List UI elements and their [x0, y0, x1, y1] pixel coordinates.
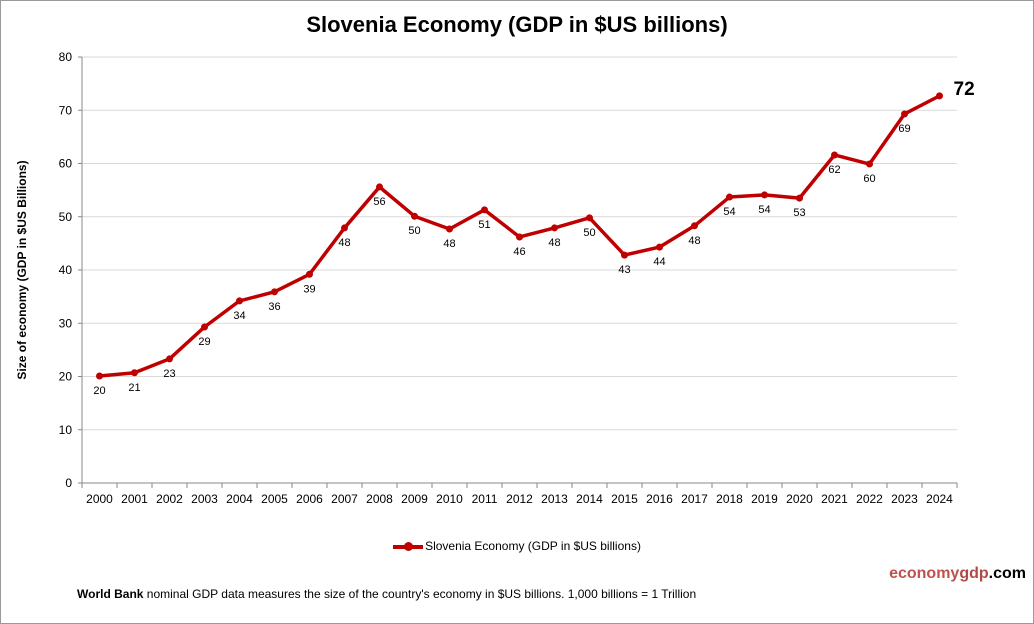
data-point — [96, 372, 103, 380]
y-tick-label: 30 — [59, 316, 73, 330]
chart-title: Slovenia Economy (GDP in $US billions) — [306, 12, 728, 37]
data-label: 53 — [793, 207, 805, 219]
x-tick-label: 2015 — [611, 492, 638, 506]
data-point — [551, 224, 558, 232]
data-label: 43 — [618, 264, 630, 276]
data-point — [236, 297, 243, 305]
data-point — [481, 206, 488, 214]
data-label: 48 — [688, 235, 700, 247]
data-point — [796, 194, 803, 202]
data-label: 39 — [303, 283, 315, 295]
data-label: 51 — [478, 219, 490, 231]
y-tick-label: 70 — [59, 103, 73, 117]
x-tick-label: 2004 — [226, 492, 253, 506]
x-tick-label: 2008 — [366, 492, 393, 506]
data-label: 48 — [338, 237, 350, 249]
data-label: 60 — [863, 173, 875, 185]
data-point — [306, 270, 313, 278]
data-label: 29 — [198, 336, 210, 348]
x-tick-label: 2005 — [261, 492, 288, 506]
data-label: 54 — [758, 204, 770, 216]
y-tick-label: 10 — [59, 423, 73, 437]
y-tick-label: 50 — [59, 210, 73, 224]
data-point — [411, 212, 418, 220]
x-tick-label: 2012 — [506, 492, 533, 506]
data-point — [271, 288, 278, 296]
x-tick-label: 2013 — [541, 492, 568, 506]
y-tick-label: 60 — [59, 157, 73, 171]
y-tick-label: 40 — [59, 263, 73, 277]
x-tick-label: 2003 — [191, 492, 218, 506]
data-label: 23 — [163, 368, 175, 380]
source-name: World Bank — [77, 587, 144, 601]
data-label: 46 — [513, 246, 525, 258]
x-tick-label: 2014 — [576, 492, 603, 506]
data-point — [831, 151, 838, 159]
data-point — [866, 160, 873, 168]
data-point — [761, 191, 768, 199]
data-point — [726, 193, 733, 201]
x-tick-label: 2000 — [86, 492, 113, 506]
data-label: 50 — [583, 227, 595, 239]
data-point — [131, 369, 138, 377]
x-tick-label: 2002 — [156, 492, 183, 506]
x-tick-label: 2017 — [681, 492, 708, 506]
data-label: 69 — [898, 123, 910, 135]
data-point — [901, 110, 908, 118]
source-text: nominal GDP data measures the size of th… — [143, 587, 697, 601]
x-tick-label: 2016 — [646, 492, 673, 506]
x-tick-label: 2011 — [472, 492, 498, 506]
data-point — [936, 92, 943, 100]
x-tick-label: 2009 — [401, 492, 428, 506]
y-tick-label: 80 — [59, 50, 73, 64]
data-label: 44 — [653, 256, 665, 268]
data-label: 20 — [93, 385, 105, 397]
x-tick-label: 2022 — [856, 492, 883, 506]
data-point — [621, 251, 628, 259]
x-tick-label: 2018 — [716, 492, 743, 506]
data-label: 56 — [373, 196, 385, 208]
x-tick-label: 2007 — [331, 492, 358, 506]
x-tick-label: 2023 — [891, 492, 918, 506]
data-label: 48 — [443, 238, 455, 250]
data-label: 72 — [954, 79, 975, 100]
x-tick-label: 2010 — [436, 492, 463, 506]
x-tick-label: 2020 — [786, 492, 813, 506]
data-point — [341, 224, 348, 232]
x-tick-label: 2024 — [926, 492, 953, 506]
data-point — [201, 323, 208, 331]
data-point — [446, 225, 453, 233]
data-label: 54 — [723, 206, 735, 218]
data-label: 48 — [548, 237, 560, 249]
x-tick-label: 2021 — [821, 492, 848, 506]
logo[interactable]: economygdp.com — [889, 565, 1026, 582]
data-point — [691, 222, 698, 230]
x-tick-label: 2019 — [751, 492, 778, 506]
y-axis-label: Size of economy (GDP in $US Billions) — [15, 160, 29, 379]
source-note: World Bank nominal GDP data measures the… — [77, 587, 696, 601]
data-point — [166, 355, 173, 363]
data-label: 21 — [128, 382, 140, 394]
y-tick-label: 20 — [59, 370, 73, 384]
x-tick-label: 2006 — [296, 492, 323, 506]
data-point — [656, 243, 663, 251]
data-point — [376, 183, 383, 191]
x-tick-label: 2001 — [121, 492, 148, 506]
y-tick-label: 0 — [65, 476, 72, 490]
data-label: 62 — [828, 164, 840, 176]
data-point — [516, 233, 523, 241]
data-label: 34 — [233, 310, 245, 322]
data-label: 50 — [408, 225, 420, 237]
legend-label: Slovenia Economy (GDP in $US billions) — [425, 539, 641, 553]
data-point — [586, 214, 593, 222]
legend-marker — [393, 541, 424, 551]
data-label: 36 — [268, 301, 280, 313]
legend: Slovenia Economy (GDP in $US billions) — [0, 539, 1034, 553]
